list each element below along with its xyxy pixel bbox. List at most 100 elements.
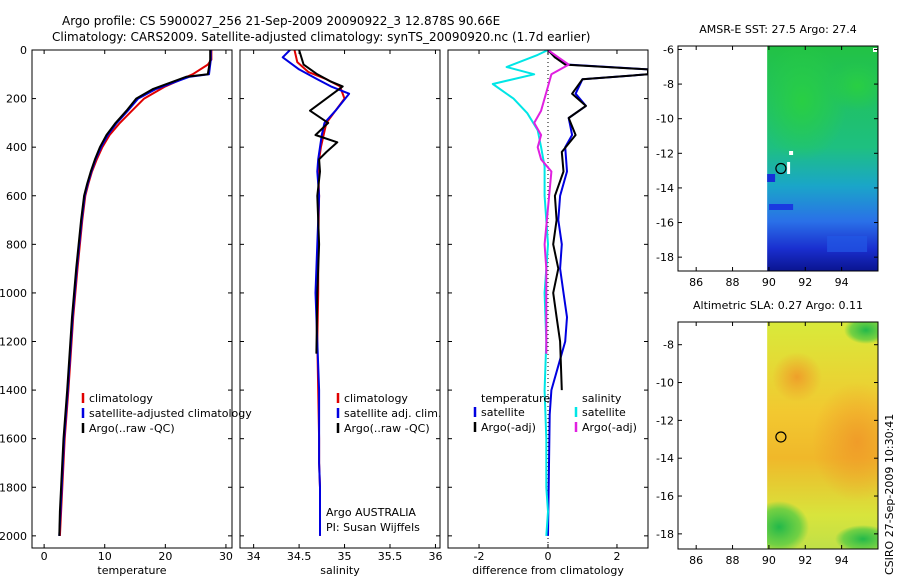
sla-map-panel: 86 88 90 92 94 -8 -10 -12 -14 -16 -18 Altimetric SL… bbox=[656, 299, 879, 567]
series-line-s-satellite bbox=[491, 50, 549, 536]
x-tick-label: 36 bbox=[428, 550, 442, 563]
y-tick-label: 1800 bbox=[0, 481, 27, 494]
series-group bbox=[281, 50, 351, 536]
series-line-t-satellite bbox=[547, 50, 648, 536]
x-tick-label: 35.5 bbox=[378, 550, 403, 563]
series-line-climatology bbox=[58, 50, 213, 536]
annotation-pi: PI: Susan Wijffels bbox=[326, 521, 420, 534]
sst-cold-pixel bbox=[769, 204, 794, 210]
lat-tick-label: -14 bbox=[656, 452, 674, 465]
x-tick-label: 0 bbox=[41, 550, 48, 563]
sst-map-panel: 86 88 90 92 94 -6 -8 -10 -12 -14 -16 -18 AMSR-E SST:… bbox=[656, 23, 879, 289]
sst-cold-pixel bbox=[767, 174, 776, 182]
legend-label: satellite bbox=[481, 406, 525, 419]
y-tick-label: 800 bbox=[6, 238, 27, 251]
lat-tick-label: -16 bbox=[656, 490, 674, 503]
series-line-argo-raw-qc- bbox=[298, 50, 344, 354]
series-line-satellite-adj-clim- bbox=[281, 50, 351, 536]
y-tick-label: 0 bbox=[20, 44, 27, 57]
legend-label: climatology bbox=[344, 392, 408, 405]
lon-tick-label: 88 bbox=[726, 554, 740, 567]
series-line-argo-raw-qc- bbox=[58, 50, 212, 536]
y-tick-label: 2000 bbox=[0, 530, 27, 543]
lat-tick-label: -18 bbox=[656, 528, 674, 541]
header-line-1: Argo profile: CS 5900027_256 21-Sep-2009… bbox=[62, 14, 500, 28]
sst-cold-patch bbox=[827, 236, 868, 252]
legend-label: Argo(..raw -QC) bbox=[89, 422, 175, 435]
legend-title: salinity bbox=[582, 392, 622, 405]
annotation-institution: Argo AUSTRALIA bbox=[326, 506, 416, 519]
legend-label: satellite bbox=[582, 406, 626, 419]
sla-high-patch bbox=[772, 352, 823, 402]
lon-tick-label: 90 bbox=[762, 276, 776, 289]
x-tick-label: -2 bbox=[474, 550, 485, 563]
missing-data-pixel bbox=[873, 48, 877, 52]
x-axis-label: salinity bbox=[320, 564, 360, 577]
argo-location-marker bbox=[775, 162, 787, 175]
series-group bbox=[491, 50, 648, 536]
lon-tick-label: 90 bbox=[762, 554, 776, 567]
legend-label: satellite-adjusted climatology bbox=[89, 407, 252, 420]
x-axis-label: temperature bbox=[97, 564, 166, 577]
lat-tick-label: -10 bbox=[656, 377, 674, 390]
x-tick-label: 35 bbox=[338, 550, 352, 563]
series-line-t-argo-adj- bbox=[547, 50, 648, 391]
y-tick-label: 1600 bbox=[0, 433, 27, 446]
x-tick-label: 10 bbox=[98, 550, 112, 563]
y-tick-label: 400 bbox=[6, 141, 27, 154]
x-tick-label: 30 bbox=[219, 550, 233, 563]
field-group bbox=[767, 322, 878, 549]
lon-tick-label: 86 bbox=[689, 276, 703, 289]
lat-tick-label: -6 bbox=[663, 43, 674, 56]
x-tick-label: 2 bbox=[613, 550, 620, 563]
lat-tick-label: -18 bbox=[656, 251, 674, 264]
series-line-satellite-adjusted-climatology bbox=[58, 50, 212, 536]
x-tick-label: 20 bbox=[158, 550, 172, 563]
side-timestamp-label: CSIRO 27-Sep-2009 10:30:41 bbox=[883, 414, 896, 575]
y-tick-label: 200 bbox=[6, 93, 27, 106]
header-line-2: Climatology: CARS2009. Satellite-adjuste… bbox=[52, 30, 590, 44]
temperature-panel: 0 10 20 30 temperature 0 200 400 600 800 1000 1200 1… bbox=[0, 44, 252, 577]
field-group bbox=[767, 46, 878, 271]
y-tick-label: 1200 bbox=[0, 336, 27, 349]
map-title: Altimetric SLA: 0.27 Argo: 0.11 bbox=[693, 299, 863, 312]
sst-warm-patch bbox=[767, 46, 848, 161]
lat-tick-label: -14 bbox=[656, 182, 674, 195]
series-line-s-argo-adj- bbox=[533, 50, 570, 354]
lon-tick-label: 86 bbox=[689, 554, 703, 567]
lat-tick-label: -8 bbox=[663, 339, 674, 352]
x-tick-label: 34 bbox=[247, 550, 261, 563]
legend-title: temperature bbox=[481, 392, 550, 405]
sla-low-patch bbox=[844, 322, 878, 344]
sla-low-patch bbox=[767, 501, 810, 549]
map-frame bbox=[677, 45, 879, 272]
plot-frame bbox=[31, 49, 233, 549]
sst-warm-patch bbox=[827, 61, 878, 111]
x-axis-label: difference from climatology bbox=[472, 564, 624, 577]
sla-low-patch bbox=[835, 525, 878, 549]
map-frame bbox=[677, 321, 879, 550]
lat-tick-label: -16 bbox=[656, 217, 674, 230]
lat-tick-label: -12 bbox=[656, 414, 674, 427]
argo-location-marker bbox=[775, 431, 787, 443]
sla-high-patch bbox=[812, 382, 878, 502]
lat-tick-label: -8 bbox=[663, 78, 674, 91]
y-tick-label: 1000 bbox=[0, 287, 27, 300]
lon-tick-label: 94 bbox=[835, 276, 849, 289]
plot-frame bbox=[239, 49, 441, 549]
missing-data-pixel bbox=[787, 162, 791, 174]
salinity-panel: 34 34.5 35 35.5 36 salinity climatology satelli… bbox=[239, 49, 442, 577]
legend-label: satellite adj. clim. bbox=[344, 407, 441, 420]
lat-tick-label: -12 bbox=[656, 147, 674, 160]
legend-label: Argo(-adj) bbox=[481, 421, 536, 434]
legend-label: climatology bbox=[89, 392, 153, 405]
lat-tick-label: -10 bbox=[656, 113, 674, 126]
legend-label: Argo(..raw -QC) bbox=[344, 422, 430, 435]
map-title: AMSR-E SST: 27.5 Argo: 27.4 bbox=[699, 23, 857, 36]
lon-tick-label: 92 bbox=[798, 554, 812, 567]
y-tick-label: 600 bbox=[6, 190, 27, 203]
x-tick-label: 0 bbox=[545, 550, 552, 563]
series-group bbox=[58, 50, 213, 536]
lon-tick-label: 94 bbox=[835, 554, 849, 567]
